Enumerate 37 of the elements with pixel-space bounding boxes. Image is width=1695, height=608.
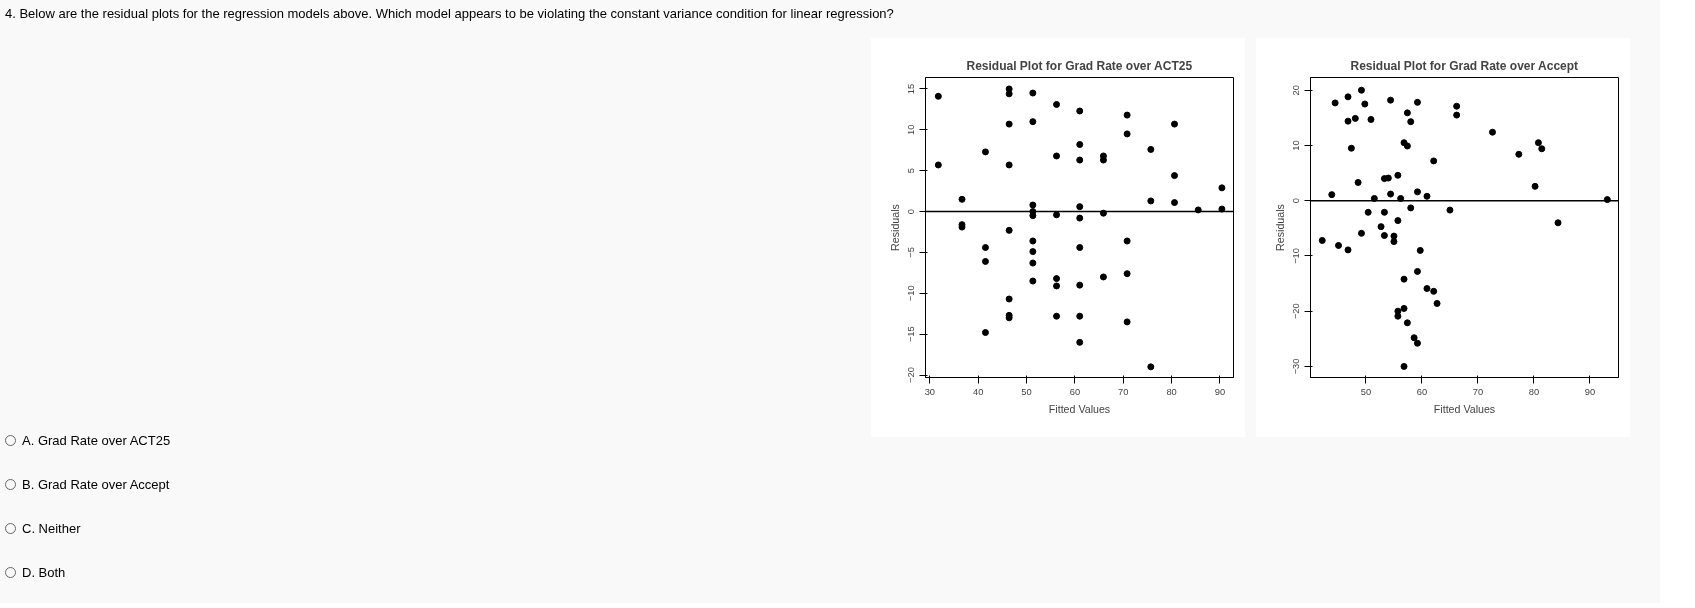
chart-title: Residual Plot for Grad Rate over ACT25 [966, 58, 1193, 73]
text: C. Neither [21, 520, 81, 538]
chart-title: Residual Plot for Grad Rate over Accept [1350, 58, 1579, 73]
y-axis-title: Residuals [1273, 204, 1286, 251]
x-tick-label: 50 [1360, 386, 1372, 397]
x-tick-label: 60 [1416, 386, 1428, 397]
y-tick-label: 10 [1291, 140, 1302, 151]
y-tick-label: 5 [906, 168, 917, 174]
y-tick-label: 20 [1291, 85, 1302, 96]
text: D. Both [21, 564, 66, 582]
y-axis-title: Residuals [888, 204, 901, 251]
x-axis-title: Fitted Values [1433, 402, 1496, 415]
y-tick-label: −10 [1291, 248, 1302, 264]
x-tick-label: 90 [1214, 386, 1226, 397]
x-tick-label: 30 [924, 386, 936, 397]
x-tick-label: 60 [1069, 386, 1081, 397]
text: B. Grad Rate over Accept [21, 476, 170, 494]
text: 4. Below are the residual plots for the regression models above. Which model appears to be violating the constant variance condition for linear regression? [5, 5, 894, 23]
y-tick-label: −20 [1291, 303, 1302, 320]
x-tick-label: 40 [973, 386, 984, 397]
y-tick-label: 0 [906, 208, 917, 215]
y-tick-label: 15 [906, 83, 917, 95]
y-tick-label: −30 [1291, 358, 1302, 375]
x-tick-label: 70 [1472, 386, 1484, 397]
y-tick-label: −5 [906, 247, 917, 258]
y-tick-label: −15 [906, 326, 917, 343]
x-tick-label: 80 [1528, 386, 1540, 397]
y-tick-label: 10 [906, 124, 917, 135]
x-tick-label: 50 [1021, 386, 1032, 397]
y-tick-label: −20 [906, 367, 917, 383]
x-tick-label: 70 [1118, 386, 1129, 397]
x-tick-label: 80 [1166, 386, 1177, 397]
text: A. Grad Rate over ACT25 [21, 432, 171, 450]
y-tick-label: 0 [1291, 198, 1302, 204]
x-axis-title: Fitted Values [1048, 402, 1111, 415]
y-tick-label: −10 [906, 285, 917, 302]
x-tick-label: 90 [1584, 386, 1596, 397]
